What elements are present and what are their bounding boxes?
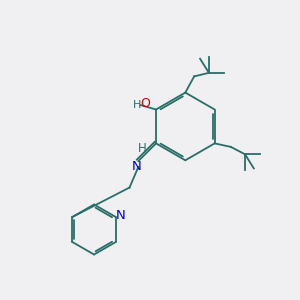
Text: H: H [133,100,141,110]
Text: H: H [137,142,146,155]
Text: O: O [140,97,150,110]
Text: N: N [132,160,142,173]
Text: N: N [116,209,126,222]
